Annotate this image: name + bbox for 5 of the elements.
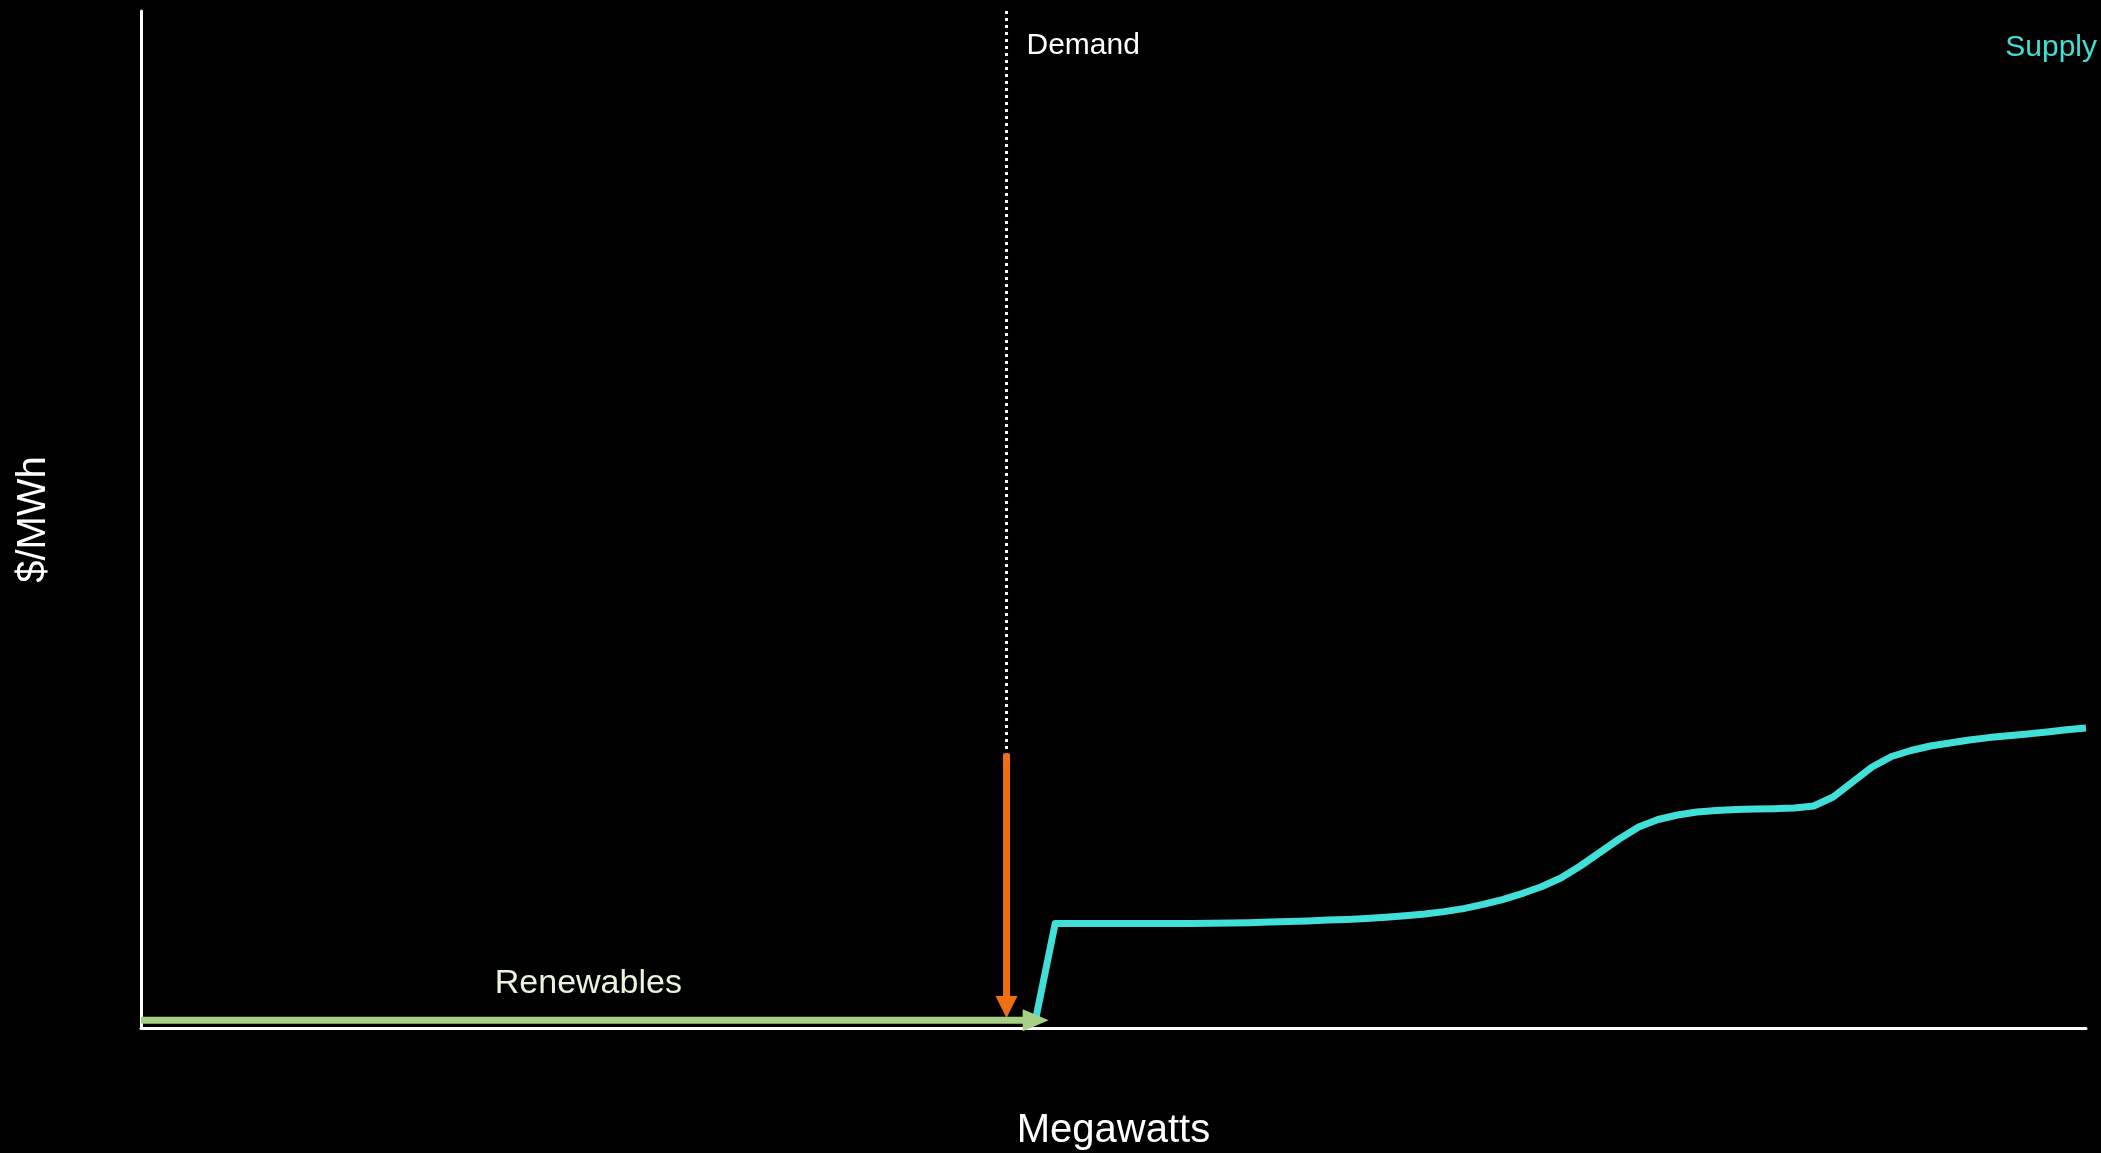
text: Supply (2005, 28, 2098, 62)
text: Demand (1026, 26, 1140, 60)
x-axis-title: Megawatts (1016, 1106, 1211, 1150)
y-axis-title: $/MWh (9, 456, 53, 583)
series-label: Renewables (494, 962, 682, 1001)
